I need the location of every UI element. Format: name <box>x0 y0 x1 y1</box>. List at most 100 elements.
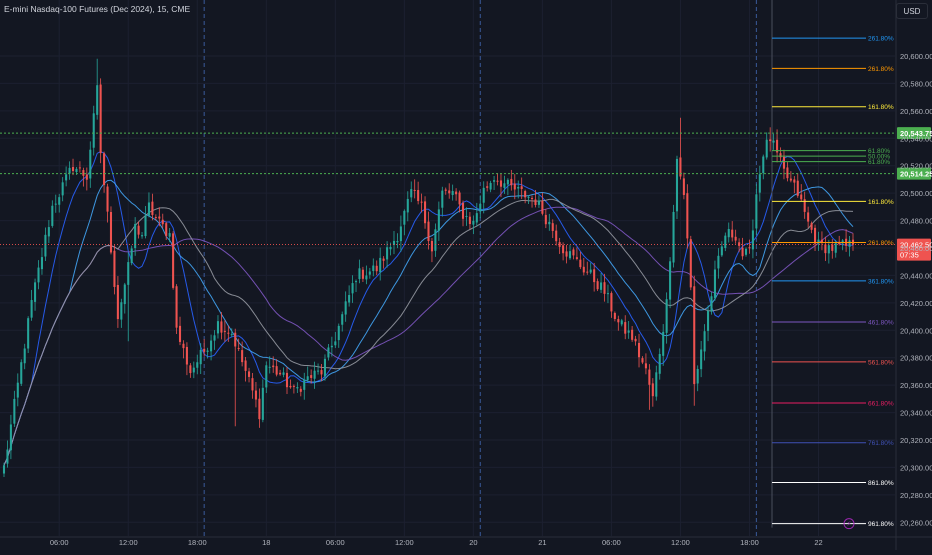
candle <box>637 342 641 358</box>
candle <box>544 214 547 225</box>
candle <box>237 347 240 349</box>
candle <box>109 212 113 253</box>
y-tick-label: 20,580.00 <box>900 79 932 88</box>
candle <box>686 193 689 239</box>
candle <box>189 365 192 374</box>
candle <box>593 269 596 283</box>
candle <box>282 372 285 375</box>
candle <box>769 139 772 142</box>
candle <box>268 366 271 368</box>
candle <box>724 235 727 249</box>
candle <box>306 376 309 381</box>
candle <box>731 229 734 238</box>
last-price-label: 20,462.50 <box>900 241 932 250</box>
candle <box>16 382 19 398</box>
fib-level-label: 161.80% <box>868 104 894 111</box>
y-tick-label: 20,460.00 <box>900 244 932 253</box>
candle <box>203 348 206 352</box>
candle <box>65 174 68 181</box>
fib-level-label: 61.80% <box>868 159 890 166</box>
candle <box>734 236 737 241</box>
candle <box>613 312 616 319</box>
session-separators <box>203 0 757 536</box>
candle <box>665 299 668 333</box>
symbol-title[interactable]: E-mini Nasdaq-100 Futures (Dec 2024), 15… <box>4 4 191 14</box>
candle <box>99 84 102 154</box>
candle <box>361 269 364 279</box>
y-tick-label: 20,380.00 <box>900 354 932 363</box>
candle <box>13 398 16 424</box>
moving-average-line <box>3 206 854 466</box>
candle <box>130 248 133 264</box>
candle <box>106 186 109 212</box>
candle <box>330 345 333 348</box>
candle <box>168 233 171 237</box>
candle <box>510 178 513 186</box>
candle <box>458 192 461 205</box>
candle <box>68 167 71 174</box>
candle <box>47 227 50 237</box>
candle <box>565 251 568 257</box>
candle <box>89 149 92 179</box>
candle <box>779 153 782 158</box>
candle <box>499 180 503 187</box>
candle <box>406 198 409 213</box>
candle <box>437 209 440 231</box>
candle <box>254 390 257 400</box>
candle <box>348 295 351 303</box>
alert-icon-glyph: ⚡ <box>847 520 852 528</box>
candle <box>137 225 140 235</box>
y-tick-label: 20,360.00 <box>900 381 932 390</box>
candle <box>85 174 88 180</box>
candle <box>313 370 316 379</box>
fib-level-label: 461.80% <box>868 320 894 327</box>
candle <box>58 197 61 205</box>
candle <box>600 282 603 290</box>
y-tick-label: 20,480.00 <box>900 217 932 226</box>
candle <box>762 156 765 174</box>
candle <box>351 283 354 294</box>
currency-button[interactable]: USD <box>896 3 928 19</box>
candle <box>689 239 692 288</box>
fib-level-label: 961.80% <box>868 521 894 528</box>
candle <box>558 242 561 247</box>
candle <box>644 363 647 369</box>
candle <box>786 167 789 179</box>
candle <box>251 378 254 391</box>
candle <box>624 322 627 334</box>
candle <box>655 372 658 397</box>
candle <box>127 262 130 285</box>
candle <box>54 203 57 205</box>
candle <box>696 368 699 384</box>
candle <box>365 275 368 280</box>
candle <box>634 338 637 342</box>
candle <box>103 153 106 185</box>
y-tick-label: 20,600.00 <box>900 52 932 61</box>
candle <box>123 284 126 305</box>
y-tick-label: 20,320.00 <box>900 436 932 445</box>
candle <box>586 271 589 273</box>
time-axis[interactable]: 06:00 12:00 18:00 18 06:00 12:00 20 21 06:00 12:0… <box>0 536 932 547</box>
candle <box>375 265 378 272</box>
y-tick-label: 20,440.00 <box>900 271 932 280</box>
candle <box>220 321 223 333</box>
candle <box>30 300 33 318</box>
candle <box>755 194 758 229</box>
price-axis[interactable]: 20,600.0020,580.0020,560.0020,540.0020,5… <box>895 0 932 550</box>
countdown-label: 07:35 <box>900 251 919 260</box>
candle <box>669 261 672 300</box>
candle <box>506 179 509 185</box>
candle <box>610 293 613 312</box>
candle <box>92 113 95 148</box>
candle <box>172 233 175 288</box>
candle <box>682 178 685 195</box>
candle <box>527 196 530 198</box>
candle <box>848 240 851 247</box>
candle <box>396 241 399 243</box>
candle <box>513 183 516 190</box>
x-tick-label: 06:00 <box>602 538 621 547</box>
candle <box>461 202 465 219</box>
candle <box>327 347 330 358</box>
